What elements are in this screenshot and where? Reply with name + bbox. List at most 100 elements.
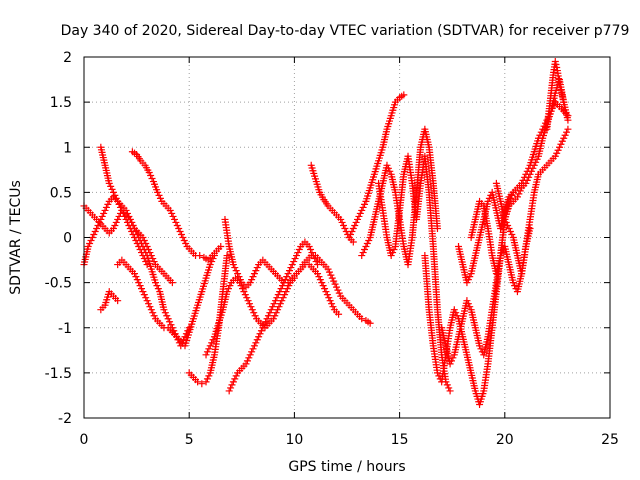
data-point: [362, 243, 370, 251]
x-tick-label: 25: [601, 432, 619, 448]
data-point: [250, 270, 258, 278]
y-tick-label: -1: [58, 321, 72, 337]
data-point-interp: [339, 221, 347, 229]
data-point-interp: [525, 173, 533, 181]
data-point-interp: [275, 303, 283, 311]
data-point: [558, 89, 566, 97]
data-point-interp: [208, 339, 216, 347]
data-point: [556, 143, 564, 151]
data-point-interp: [132, 227, 140, 235]
y-axis: -2 -1.5 -1 -0.5 0 0.5 1 1.5 2: [45, 50, 610, 427]
data-point-interp: [149, 309, 157, 317]
series-arc-2: [80, 202, 176, 287]
data-point-interp: [86, 240, 94, 248]
x-tick-label: 20: [496, 432, 514, 448]
data-point-interp: [466, 303, 474, 311]
data-point-interp: [260, 321, 268, 329]
data-point-interp: [287, 264, 295, 272]
data-point-interp: [347, 230, 355, 238]
data-point-interp: [243, 294, 251, 302]
data-point-interp: [316, 276, 324, 284]
x-tick-label: 10: [285, 432, 303, 448]
data-point-interp: [90, 230, 98, 238]
data-point: [551, 152, 559, 160]
data-point-interp: [132, 273, 140, 281]
data-point-interp: [511, 282, 519, 290]
data-point: [246, 279, 254, 287]
data-point: [135, 234, 143, 241]
data-point-interp: [205, 345, 213, 353]
data-point-interp: [247, 303, 255, 311]
data-point: [217, 243, 225, 251]
series-arc-5: [114, 252, 218, 350]
data-point-interp: [252, 339, 260, 347]
y-tick-label: 1.5: [50, 95, 72, 111]
data-point: [501, 215, 509, 223]
data-point-interp: [294, 249, 302, 257]
data-point: [282, 288, 290, 296]
data-point-interp: [557, 86, 565, 94]
data-point-interp: [231, 375, 239, 383]
data-point-interp: [363, 240, 371, 248]
data-point-interp: [272, 309, 280, 317]
data-point: [109, 188, 117, 196]
data-point: [476, 342, 484, 350]
data-point-interp: [561, 131, 569, 139]
data-point-interp: [140, 291, 148, 299]
y-tick-label: 2: [63, 50, 72, 66]
data-point-interp: [328, 300, 336, 308]
data-point-interp: [515, 190, 523, 198]
data-point-interp: [245, 354, 253, 362]
data-point-interp: [285, 282, 293, 290]
x-axis-label: GPS time / hours: [288, 459, 405, 475]
data-point: [505, 224, 513, 232]
data-point-interp: [466, 273, 474, 281]
data-point: [202, 378, 210, 386]
data-point: [526, 170, 534, 178]
data-point-interp: [319, 282, 327, 290]
y-tick-label: 0: [63, 231, 72, 247]
y-tick-label: -2: [58, 411, 72, 427]
data-point-interp: [516, 187, 524, 195]
data-point: [513, 193, 521, 201]
data-point: [400, 91, 408, 99]
data-point-interp: [150, 258, 158, 266]
data-point: [225, 387, 233, 395]
x-tick-label: 0: [80, 432, 89, 448]
data-point: [242, 360, 250, 368]
data-point: [358, 315, 366, 323]
data-point: [337, 215, 345, 223]
data-point-interp: [173, 221, 181, 229]
data-point-interp: [327, 271, 335, 279]
series-arc-8: [202, 274, 298, 359]
data-point-interp: [323, 291, 331, 299]
data-point-interp: [148, 175, 156, 183]
data-point: [164, 315, 172, 323]
data-point-interp: [464, 276, 472, 284]
data-point: [446, 387, 454, 395]
data-point-interp: [331, 280, 339, 288]
data-point-interp: [276, 300, 284, 308]
data-point-interp: [361, 246, 369, 254]
data-point: [114, 215, 122, 223]
data-point: [326, 297, 334, 305]
data-point-interp: [140, 246, 148, 254]
data-point-interp: [228, 381, 236, 389]
y-tick-label: 0.5: [50, 185, 72, 201]
data-point: [293, 252, 301, 260]
data-point-interp: [279, 294, 287, 302]
data-point: [556, 80, 564, 88]
data-point-interp: [91, 227, 99, 235]
series-arc-4: [97, 288, 122, 314]
data-point-interp: [554, 146, 562, 154]
data-point: [229, 261, 237, 269]
data-point-interp: [523, 176, 531, 184]
data-point: [463, 297, 471, 305]
data-point-interp: [147, 172, 155, 180]
data-point-interp: [246, 300, 254, 308]
data-point: [267, 306, 275, 314]
data-point: [234, 270, 242, 278]
data-point: [139, 288, 147, 296]
data-point: [560, 134, 568, 142]
data-point-interp: [253, 264, 261, 272]
